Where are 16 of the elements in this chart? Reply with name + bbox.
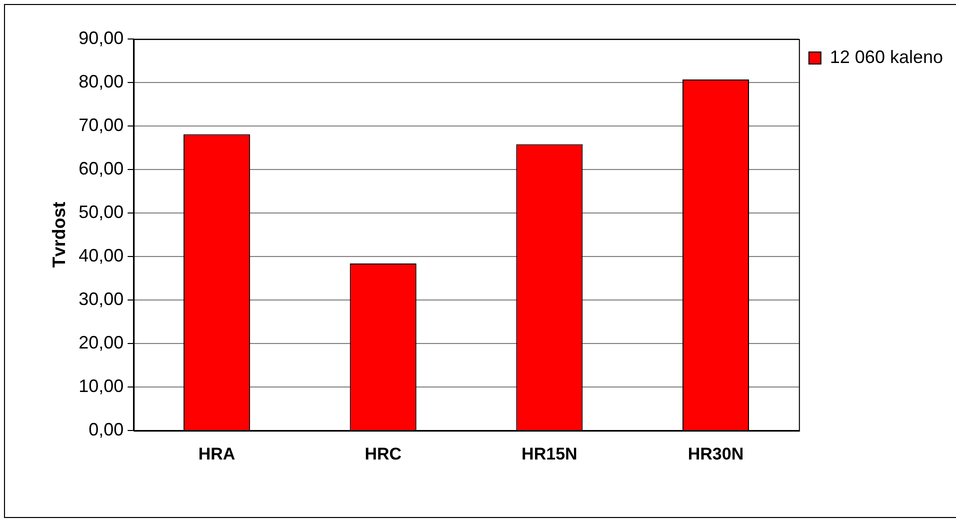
y-tick-label: 30,00 (78, 289, 124, 310)
y-tick-label: 0,00 (88, 420, 124, 440)
x-tick-label: HRA (198, 444, 236, 464)
y-tick-label: 60,00 (78, 158, 124, 178)
y-tick-label: 50,00 (78, 202, 124, 222)
legend-label: 12 060 kaleno (830, 46, 944, 67)
y-tick-label: 90,00 (78, 28, 124, 48)
y-tick-label: 10,00 (78, 376, 124, 396)
x-tick-label: HR30N (688, 444, 744, 464)
x-tick-label: HRC (364, 444, 402, 464)
y-tick-label: 20,00 (78, 332, 124, 353)
x-tick-label: HR15N (522, 444, 578, 464)
y-axis-title: Tvrdost (48, 202, 69, 268)
y-tick-label: 80,00 (78, 71, 124, 92)
y-tick-label: 40,00 (78, 246, 124, 266)
y-tick-label: 70,00 (78, 114, 124, 135)
